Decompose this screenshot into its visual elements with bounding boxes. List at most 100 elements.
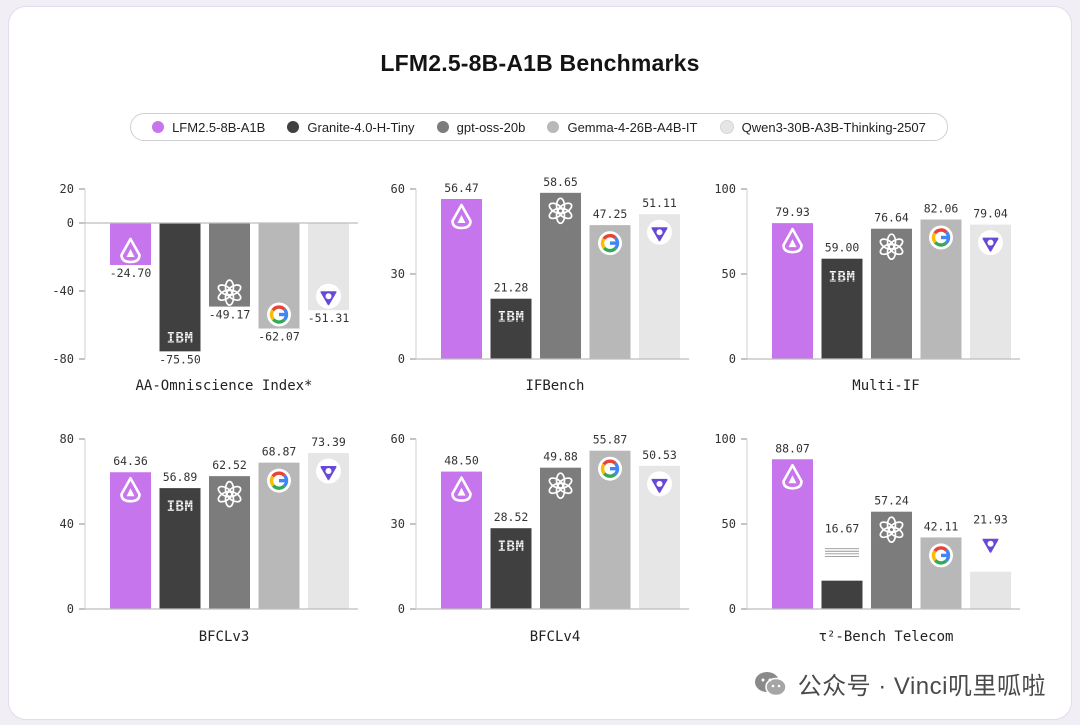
data-label: 73.39 [311, 435, 346, 449]
liquid-logo-icon [120, 476, 141, 503]
bar [871, 228, 912, 359]
watermark-text: 公众号 · Vinci叽里呱啦 [797, 673, 1046, 700]
ibm-logo-icon: IBM [163, 330, 197, 346]
google-logo-icon [598, 456, 622, 481]
openai-logo-icon [217, 480, 242, 508]
data-label: 28.52 [494, 510, 529, 524]
qwen-logo-icon [647, 219, 672, 245]
y-tick-label: 0 [729, 352, 736, 366]
y-tick-label: 20 [60, 182, 74, 196]
y-tick-label: 50 [722, 517, 736, 531]
data-label: 82.06 [924, 201, 959, 215]
ibm-logo-icon: IBM [494, 310, 528, 326]
y-tick-label: 100 [714, 182, 736, 196]
ibm-logo-icon: IBM [825, 546, 859, 562]
legend-swatch [287, 121, 300, 133]
data-label: 55.87 [593, 433, 628, 447]
legend-item-lfm: LFM2.5-8B-A1B [152, 120, 265, 135]
chart-panel: 60 30 0 48.50 28.52 IBM 49.88 55.87 50.53 BFCLv4 [391, 432, 689, 645]
google-logo-icon [929, 225, 953, 250]
legend-swatch [436, 121, 449, 133]
ibm-logo-icon: IBM [163, 499, 197, 515]
chart-panel: 100 50 0 88.07 16.67 IBM 57.24 42.11 21.93 τ²-Ben… [714, 432, 1020, 645]
qwen-logo-icon [978, 230, 1003, 256]
liquid-logo-icon [782, 227, 803, 254]
y-tick-label: 0 [67, 602, 74, 616]
data-label: 79.04 [973, 207, 1008, 221]
y-tick-label: 0 [398, 602, 405, 616]
qwen-logo-icon [978, 531, 1003, 557]
liquid-logo-icon [782, 463, 803, 490]
y-tick-label: 60 [391, 182, 405, 196]
y-tick-label: 80 [60, 432, 74, 446]
data-label: 64.36 [113, 454, 148, 468]
openai-logo-icon [548, 197, 573, 225]
legend-item-qwen: Qwen3-30B-A3B-Thinking-2507 [719, 119, 926, 135]
bar [772, 459, 813, 609]
y-tick-label: 50 [722, 267, 736, 281]
bar [490, 298, 532, 359]
openai-logo-icon [879, 233, 904, 261]
data-label: 58.65 [543, 175, 578, 189]
bar [209, 223, 250, 307]
y-tick-label: 30 [391, 517, 405, 531]
bar [540, 467, 581, 609]
data-label: 56.89 [163, 470, 198, 484]
data-label: 79.93 [775, 205, 810, 219]
bar [159, 223, 201, 352]
chart-panel: 100 50 0 79.93 59.00 IBM 76.64 82.06 79.04 Multi-… [714, 182, 1020, 394]
data-label: 47.25 [593, 207, 628, 221]
y-tick-label: 0 [67, 216, 74, 230]
qwen-logo-icon [647, 471, 672, 497]
bar [490, 528, 532, 609]
bar [110, 223, 151, 265]
bar [970, 571, 1011, 609]
data-label: 51.11 [642, 196, 677, 210]
y-tick-label: 100 [714, 432, 736, 446]
data-label: 68.87 [262, 445, 297, 459]
panel-title: BFCLv4 [530, 629, 581, 645]
legend-label: LFM2.5-8B-A1B [172, 119, 266, 135]
legend-item-gemma: Gemma-4-26B-A4B-IT [547, 119, 698, 135]
panel-title: IFBench [525, 378, 584, 394]
y-tick-label: 40 [60, 517, 74, 531]
data-label: 48.50 [444, 454, 479, 468]
google-logo-icon [598, 231, 622, 256]
y-tick-label: -40 [52, 284, 74, 298]
openai-logo-icon [217, 279, 242, 306]
legend-swatch [152, 121, 165, 133]
data-label: 49.88 [543, 450, 578, 464]
chart-panel: 80 40 0 64.36 56.89 IBM 62.52 68.87 73.39 BFCLv3 [60, 432, 358, 645]
data-label: -24.70 [110, 266, 152, 280]
ibm-logo-icon: IBM [494, 539, 528, 555]
legend-label: Gemma-4-26B-A4B-IT [567, 119, 698, 135]
bar [540, 192, 581, 359]
legend-label: Qwen3-30B-A3B-Thinking-2507 [741, 119, 926, 135]
y-tick-label: 0 [729, 602, 736, 616]
chart-panel: 60 30 0 56.47 21.28 IBM 58.65 47.25 51.11 IFBench [391, 175, 689, 394]
qwen-logo-icon [316, 283, 341, 309]
data-label: 56.47 [444, 181, 479, 195]
openai-logo-icon [548, 472, 573, 500]
bar [441, 199, 482, 359]
google-logo-icon [267, 468, 291, 493]
qwen-logo-icon [316, 458, 341, 484]
wechat-icon [754, 670, 788, 698]
data-label: -62.07 [258, 330, 300, 344]
legend-label: Granite-4.0-H-Tiny [307, 119, 415, 135]
data-label: 42.11 [924, 519, 959, 533]
data-label: 88.07 [775, 441, 810, 455]
data-label: -51.31 [308, 311, 350, 325]
panel-title: BFCLv3 [199, 629, 250, 645]
data-label: 16.67 [825, 522, 860, 536]
chart-title: LFM2.5-8B-A1B Benchmarks [380, 50, 700, 76]
google-logo-icon [267, 302, 291, 327]
legend-swatch [719, 120, 734, 134]
data-label: -49.17 [209, 308, 251, 322]
data-label: 57.24 [874, 494, 909, 508]
legend-item-granite: Granite-4.0-H-Tiny [287, 119, 415, 135]
ibm-logo-icon: IBM [825, 270, 859, 286]
liquid-logo-icon [451, 476, 472, 502]
legend-item-gpt-oss: gpt-oss-20b [436, 120, 525, 135]
